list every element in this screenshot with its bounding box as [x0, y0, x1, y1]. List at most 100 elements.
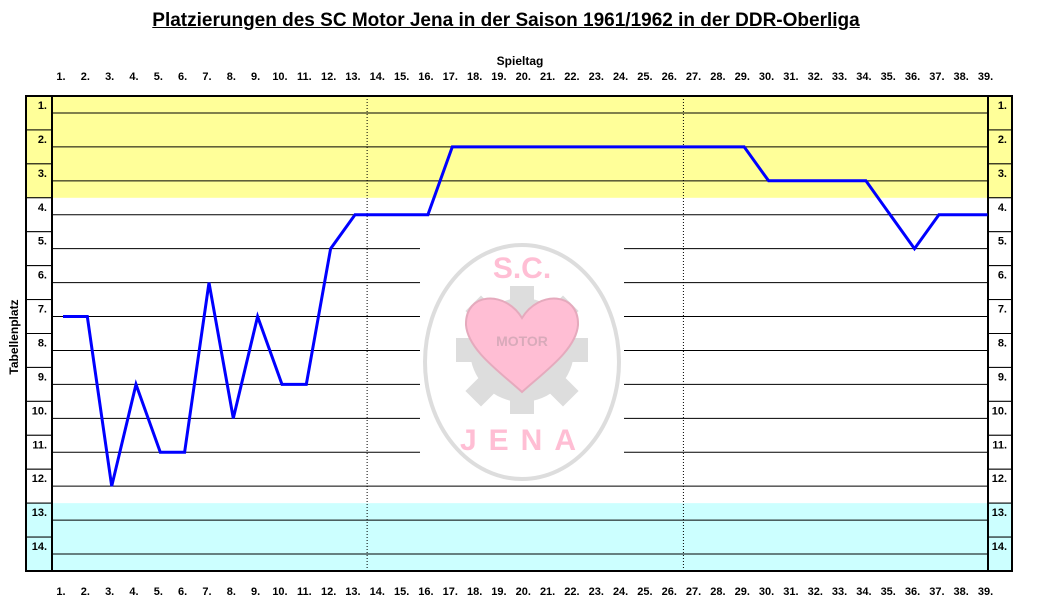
y-tick-label-right: 1.	[998, 100, 1007, 112]
x-tick-label-bottom: 1.	[56, 586, 65, 598]
x-tick-label-top: 5.	[154, 71, 163, 83]
x-tick-label-bottom: 13.	[345, 586, 360, 598]
y-tick-label-right: 10.	[992, 405, 1007, 417]
y-tick-label-left: 3.	[38, 168, 47, 180]
x-tick-label-bottom: 22.	[564, 586, 579, 598]
chart-title: Platzierungen des SC Motor Jena in der S…	[152, 10, 860, 31]
x-tick-label-bottom: 23.	[589, 586, 604, 598]
x-tick-label-top: 25.	[637, 71, 652, 83]
left-axis-cell	[25, 502, 53, 538]
y-tick-label-left: 12.	[32, 473, 47, 485]
y-tick-label-left: 14.	[32, 541, 47, 553]
x-tick-label-top: 27.	[686, 71, 701, 83]
right-axis-cell	[987, 434, 1013, 470]
y-tick-label-left: 4.	[38, 202, 47, 214]
y-tick-label-right: 2.	[998, 134, 1007, 146]
series-layer	[63, 145, 988, 487]
x-tick-label-top: 24.	[613, 71, 628, 83]
logo-text-top: S.C.	[493, 252, 551, 285]
x-tick-label-bottom: 21.	[540, 586, 555, 598]
right-axis-cell	[987, 95, 1013, 131]
x-tick-label-bottom: 14.	[370, 586, 385, 598]
x-tick-label-top: 31.	[783, 71, 798, 83]
x-tick-label-bottom: 35.	[881, 586, 896, 598]
x-tick-label-top: 13.	[345, 71, 360, 83]
x-tick-label-bottom: 38.	[954, 586, 969, 598]
x-tick-label-top: 28.	[710, 71, 725, 83]
logo-text-bottom: JENA	[460, 424, 588, 457]
logo-text-band: MOTOR	[496, 333, 548, 349]
x-tick-label-top: 33.	[832, 71, 847, 83]
y-tick-label-left: 7.	[38, 304, 47, 316]
y-tick-label-left: 13.	[32, 507, 47, 519]
x-tick-label-bottom: 24.	[613, 586, 628, 598]
y-tick-label-right: 4.	[998, 202, 1007, 214]
x-tick-label-top: 16.	[418, 71, 433, 83]
x-tick-label-bottom: 28.	[710, 586, 725, 598]
club-logo: S.C. MOTOR JENA	[423, 243, 621, 481]
left-axis-cell	[25, 333, 53, 368]
x-tick-label-bottom: 29.	[735, 586, 750, 598]
x-tick-label-top: 12.	[321, 71, 336, 83]
x-tick-label-bottom: 3.	[105, 586, 114, 598]
y-tick-label-left: 1.	[38, 100, 47, 112]
x-tick-label-bottom: 26.	[662, 586, 677, 598]
x-tick-label-top: 21.	[540, 71, 555, 83]
x-tick-label-bottom: 34.	[856, 586, 871, 598]
x-tick-label-bottom: 27.	[686, 586, 701, 598]
tick-labels: 1. 1. 2. 2. 3. 3. 4. 4. 5. 5. 6. 6. 7. 7. 8. 8. 9. 9. 10. 1…	[32, 71, 1007, 598]
x-tick-label-bottom: 7.	[202, 586, 211, 598]
x-tick-label-top: 17.	[443, 71, 458, 83]
y-tick-label-left: 2.	[38, 134, 47, 146]
y-tick-label-right: 3.	[998, 168, 1007, 180]
y-axis-label: Tabellenplatz	[7, 299, 21, 374]
y-tick-label-right: 14.	[992, 541, 1007, 553]
x-tick-label-bottom: 6.	[178, 586, 187, 598]
x-tick-label-top: 1.	[56, 71, 65, 83]
x-tick-label-top: 34.	[856, 71, 871, 83]
x-tick-label-bottom: 15.	[394, 586, 409, 598]
x-tick-label-top: 9.	[251, 71, 260, 83]
x-tick-label-top: 11.	[297, 71, 312, 83]
grid-layer	[52, 112, 988, 555]
matchday-dividers	[366, 96, 684, 571]
x-tick-label-top: 39.	[978, 71, 993, 83]
series-line-1	[63, 145, 988, 487]
x-tick-label-top: 23.	[589, 71, 604, 83]
y-tick-label-left: 11.	[32, 439, 47, 451]
x-tick-label-top: 37.	[929, 71, 944, 83]
y-tick-label-left: 9.	[38, 371, 47, 383]
x-tick-label-top: 7.	[202, 71, 211, 83]
y-tick-label-right: 8.	[998, 337, 1007, 349]
x-tick-label-bottom: 31.	[783, 586, 798, 598]
y-tick-label-right: 5.	[998, 236, 1007, 248]
x-tick-label-bottom: 12.	[321, 586, 336, 598]
x-tick-label-top: 20.	[516, 71, 531, 83]
x-tick-label-bottom: 30.	[759, 586, 774, 598]
x-axis-label: Spieltag	[497, 54, 544, 68]
y-tick-label-left: 10.	[32, 405, 47, 417]
y-tick-label-right: 11.	[992, 439, 1007, 451]
right-axis-cell	[987, 197, 1013, 233]
y-tick-label-right: 7.	[998, 304, 1007, 316]
x-tick-label-bottom: 4.	[129, 586, 138, 598]
x-tick-label-top: 15.	[394, 71, 409, 83]
x-tick-label-top: 14.	[370, 71, 385, 83]
x-tick-label-top: 6.	[178, 71, 187, 83]
y-tick-label-right: 13.	[992, 507, 1007, 519]
heart-icon	[464, 297, 580, 394]
x-tick-label-top: 22.	[564, 71, 579, 83]
x-tick-label-top: 36.	[905, 71, 920, 83]
x-tick-label-top: 26.	[662, 71, 677, 83]
x-tick-label-bottom: 19.	[491, 586, 506, 598]
x-tick-label-bottom: 11.	[297, 586, 312, 598]
x-tick-label-bottom: 2.	[81, 586, 90, 598]
y-tick-label-left: 8.	[38, 337, 47, 349]
x-tick-label-top: 8.	[227, 71, 236, 83]
x-tick-label-top: 32.	[808, 71, 823, 83]
left-axis-frame	[25, 95, 53, 572]
x-tick-label-top: 3.	[105, 71, 114, 83]
y-tick-label-right: 6.	[998, 270, 1007, 282]
x-tick-label-top: 19.	[491, 71, 506, 83]
